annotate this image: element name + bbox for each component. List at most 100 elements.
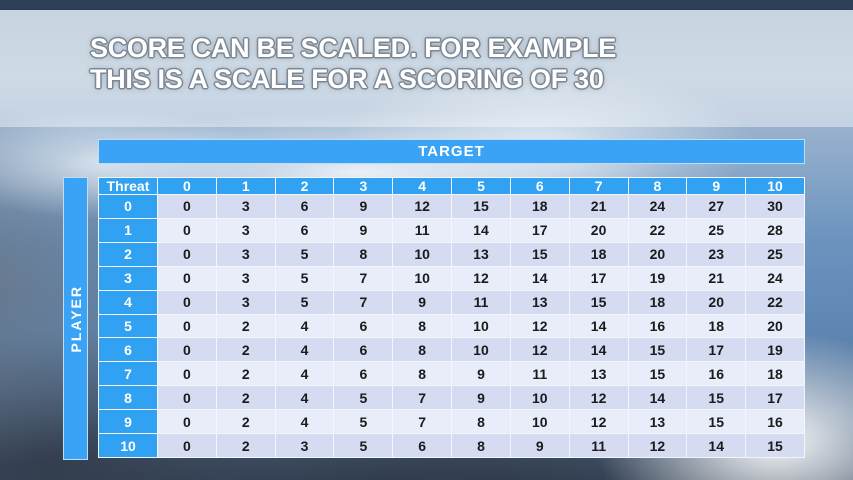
score-cell: 18: [627, 289, 688, 315]
score-cell: 16: [627, 313, 688, 339]
score-cell: 0: [157, 409, 217, 435]
score-cell: 15: [509, 241, 570, 267]
score-cell: 12: [627, 433, 688, 458]
target-column-header: 10: [745, 177, 805, 195]
score-cell: 20: [745, 313, 805, 339]
score-cell: 9: [451, 361, 511, 387]
slide-title-line2: THIS IS A SCALE FOR A SCORING OF 30: [90, 64, 604, 94]
player-axis-text: PLAYER: [67, 284, 84, 353]
score-cell: 25: [686, 217, 747, 243]
score-cell: 2: [215, 409, 276, 435]
score-cell: 16: [686, 361, 747, 387]
score-cell: 0: [157, 337, 217, 363]
score-cell: 3: [215, 194, 276, 219]
score-cell: 23: [686, 241, 747, 267]
score-cell: 13: [568, 361, 629, 387]
target-axis-text: TARGET: [418, 143, 485, 160]
score-cell: 15: [686, 385, 747, 411]
score-cell: 24: [745, 265, 805, 291]
score-cell: 11: [392, 217, 453, 243]
score-cell: 4: [274, 409, 335, 435]
player-row-header: 10: [98, 433, 158, 458]
table-row: 6 0 2 4 6 8 10 12 14 15 17 19: [98, 337, 805, 363]
score-cell: 24: [627, 194, 688, 219]
score-cell: 0: [157, 433, 217, 458]
player-axis-label: PLAYER: [63, 177, 88, 460]
score-cell: 5: [333, 433, 394, 458]
score-cell: 8: [392, 337, 453, 363]
score-cell: 28: [745, 217, 805, 243]
score-cell: 6: [333, 337, 394, 363]
score-cell: 9: [333, 194, 394, 219]
player-row-header: 7: [98, 361, 158, 387]
score-cell: 18: [509, 194, 570, 219]
player-row-header: 6: [98, 337, 158, 363]
table-row: 7 0 2 4 6 8 9 11 13 15 16 18: [98, 361, 805, 387]
player-row-header: 9: [98, 409, 158, 435]
score-cell: 5: [274, 265, 335, 291]
score-cell: 2: [215, 313, 276, 339]
score-cell: 12: [451, 265, 511, 291]
score-cell: 0: [157, 361, 217, 387]
score-cell: 21: [686, 265, 747, 291]
score-cell: 18: [568, 241, 629, 267]
score-cell: 2: [215, 385, 276, 411]
score-cell: 11: [509, 361, 570, 387]
slide-title-line1: SCORE CAN BE SCALED. FOR EXAMPLE: [90, 33, 616, 63]
score-cell: 11: [451, 289, 511, 315]
score-cell: 2: [215, 361, 276, 387]
score-cell: 8: [451, 409, 511, 435]
score-cell: 15: [568, 289, 629, 315]
player-row-header: 0: [98, 194, 158, 219]
score-cell: 7: [333, 289, 394, 315]
score-cell: 10: [451, 337, 511, 363]
score-cell: 9: [333, 217, 394, 243]
table-header-row: Threat 0 1 2 3 4 5 6 7 8 9 10: [98, 177, 805, 195]
score-cell: 0: [157, 194, 217, 219]
score-cell: 5: [274, 241, 335, 267]
score-cell: 27: [686, 194, 747, 219]
score-cell: 9: [451, 385, 511, 411]
table-row: 8 0 2 4 5 7 9 10 12 14 15 17: [98, 385, 805, 411]
scoring-table: Threat 0 1 2 3 4 5 6 7 8 9 10 0 0 3 6 9 12 15 18 21 24 27 30 1…: [98, 177, 805, 458]
title-band: [0, 10, 853, 127]
score-cell: 19: [627, 265, 688, 291]
score-cell: 7: [392, 409, 453, 435]
target-column-header: 1: [215, 177, 276, 195]
score-cell: 22: [745, 289, 805, 315]
player-row-header: 8: [98, 385, 158, 411]
score-cell: 10: [451, 313, 511, 339]
score-cell: 9: [392, 289, 453, 315]
score-cell: 22: [627, 217, 688, 243]
score-cell: 7: [392, 385, 453, 411]
score-cell: 20: [568, 217, 629, 243]
score-cell: 15: [686, 409, 747, 435]
score-cell: 15: [627, 337, 688, 363]
score-cell: 8: [392, 361, 453, 387]
score-cell: 0: [157, 289, 217, 315]
score-cell: 12: [568, 409, 629, 435]
score-cell: 0: [157, 265, 217, 291]
score-cell: 6: [333, 313, 394, 339]
score-cell: 5: [333, 385, 394, 411]
top-accent-bar: [0, 0, 853, 10]
slide-title: SCORE CAN BE SCALED. FOR EXAMPLE THIS IS…: [90, 33, 810, 95]
target-column-header: 8: [627, 177, 688, 195]
score-cell: 10: [392, 241, 453, 267]
score-cell: 3: [274, 433, 335, 458]
score-cell: 3: [215, 241, 276, 267]
score-cell: 2: [215, 433, 276, 458]
score-cell: 0: [157, 217, 217, 243]
score-cell: 6: [274, 194, 335, 219]
target-column-header: 3: [333, 177, 394, 195]
score-cell: 3: [215, 217, 276, 243]
player-row-header: 4: [98, 289, 158, 315]
score-cell: 14: [627, 385, 688, 411]
table-row: 9 0 2 4 5 7 8 10 12 13 15 16: [98, 409, 805, 435]
score-cell: 14: [509, 265, 570, 291]
player-row-header: 3: [98, 265, 158, 291]
score-cell: 25: [745, 241, 805, 267]
score-cell: 4: [274, 361, 335, 387]
score-cell: 6: [274, 217, 335, 243]
